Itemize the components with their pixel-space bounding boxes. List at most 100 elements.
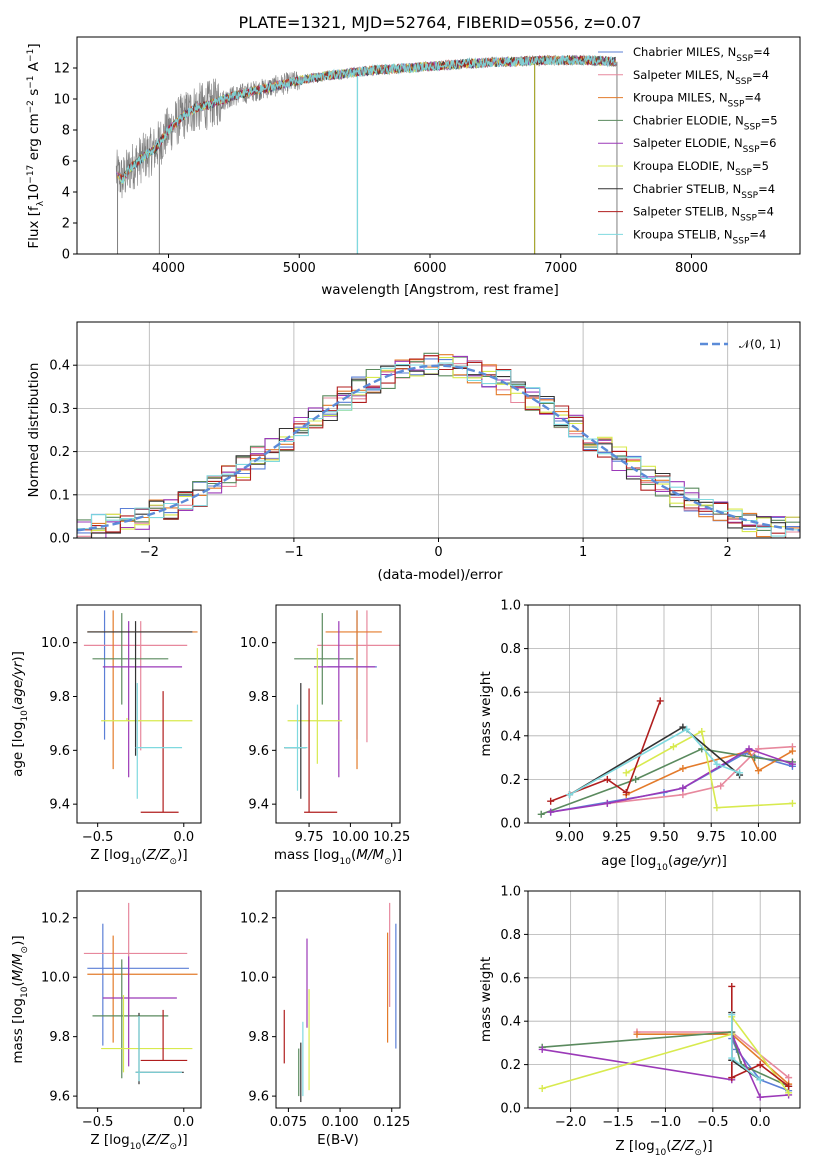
mass-vs-metallicity-plot: −0.5 0.0 9.6 9.8 10.0 10.2 Z [log10(Z/Z⊙)] mass… bbox=[10, 890, 202, 1152]
weight-age-point-marker bbox=[679, 723, 687, 731]
weight-age-point-marker bbox=[717, 782, 725, 790]
spectrum-ytick-label: 10 bbox=[53, 93, 70, 108]
spectrum-legend-label: Chabrier ELODIE, NSSP=5 bbox=[633, 113, 778, 132]
spectrum-legend-label: Chabrier STELIB, NSSP=4 bbox=[633, 182, 775, 201]
weight-z-y-axis-label: mass weight bbox=[478, 957, 494, 1042]
residual-legend-label: 𝒩(0, 1) bbox=[739, 337, 781, 351]
weight-z-xtick-label: 0.0 bbox=[750, 1115, 771, 1130]
residuals-xtick-label: 0 bbox=[434, 545, 442, 560]
weight-age-ytick-label: 0.6 bbox=[500, 686, 521, 701]
weight-vs-age-plot: 9.00 9.25 9.50 9.75 10.00 0.0 0.2 0.4 0.6 0.8 1.0 a… bbox=[478, 599, 801, 873]
spectrum-legend-label: Salpeter MILES, NSSP=4 bbox=[633, 68, 769, 87]
weight-age-point-marker bbox=[632, 775, 640, 783]
spectrum-axes-frame bbox=[76, 36, 801, 255]
residuals-xtick-label: 2 bbox=[724, 545, 732, 560]
spectrum-xtick-label: 8000 bbox=[675, 261, 708, 276]
spectrum-y-axis-label: Flux [fλ10−17 erg cm−2 s−1 A−1] bbox=[26, 43, 46, 248]
age-z-xtick-label: −0.5 bbox=[82, 830, 114, 845]
age-vs-mass-plot: 9.75 10.00 10.25 9.4 9.6 9.8 10.0 mass [log10(M… bbox=[240, 604, 410, 867]
weight-age-xtick-label: 9.75 bbox=[697, 830, 726, 845]
age-z-ytick-label: 10.0 bbox=[41, 636, 70, 651]
residuals-xtick-label: −1 bbox=[284, 545, 303, 560]
weight-age-point-marker bbox=[679, 784, 687, 792]
mass-ebv-ytick-label: 9.8 bbox=[248, 1030, 269, 1045]
weight-z-ytick-label: 1.0 bbox=[500, 885, 521, 900]
weight-z-point-marker bbox=[538, 1045, 546, 1053]
spectrum-legend-label: Salpeter STELIB, NSSP=4 bbox=[633, 205, 774, 224]
mass-ebv-x-axis-label: E(B-V) bbox=[317, 1132, 359, 1148]
weight-z-series-line bbox=[731, 1038, 789, 1092]
weight-z-point-marker bbox=[756, 1076, 764, 1084]
age-mass-x-axis-label: mass [log10(M/M⊙)] bbox=[274, 847, 402, 867]
residuals-axes-frame bbox=[76, 321, 801, 539]
spectrum-xtick-label: 4000 bbox=[152, 261, 185, 276]
weight-age-point-marker bbox=[713, 760, 721, 768]
weight-age-xtick-label: 9.50 bbox=[650, 830, 679, 845]
weight-age-point-marker bbox=[788, 747, 796, 755]
figure-title: PLATE=1321, MJD=52764, FIBERID=0556, z=0… bbox=[238, 13, 641, 32]
spectrum-ytick-label: 0 bbox=[62, 248, 70, 263]
spectrum-ytick-label: 4 bbox=[62, 186, 70, 201]
weight-age-point-marker bbox=[566, 791, 574, 799]
weight-z-point-marker bbox=[728, 1074, 736, 1082]
spectrum-ytick-label: 8 bbox=[62, 124, 70, 139]
weight-age-x-axis-label: age [log10(age/yr)] bbox=[601, 853, 727, 873]
mass-z-ytick-label: 9.6 bbox=[49, 1090, 70, 1105]
weight-age-point-marker bbox=[751, 754, 759, 762]
spectrum-xtick-label: 7000 bbox=[544, 261, 577, 276]
age-mass-xtick-label: 10.25 bbox=[373, 830, 410, 845]
residual-histogram: −2 −1 0 1 2 0.0 0.1 0.2 0.3 0.4 𝒩(0, 1) (data-model… bbox=[26, 321, 801, 583]
spectrum-legend-label: Salpeter ELODIE, NSSP=6 bbox=[633, 136, 776, 155]
weight-z-x-axis-label: Z [log10(Z/Z⊙)] bbox=[615, 1138, 712, 1158]
age-mass-axes-frame bbox=[275, 604, 401, 824]
weight-age-point-marker bbox=[683, 725, 691, 733]
spectrum-ytick-label: 12 bbox=[53, 62, 70, 77]
age-z-ytick-label: 9.8 bbox=[49, 690, 70, 705]
spectrum-legend-label: Kroupa MILES, NSSP=4 bbox=[633, 91, 761, 110]
residuals-ytick-label: 0.0 bbox=[49, 532, 70, 547]
weight-age-point-marker bbox=[754, 745, 762, 753]
weight-z-point-marker bbox=[785, 1074, 793, 1082]
age-z-x-axis-label: Z [log10(Z/Z⊙)] bbox=[90, 847, 187, 867]
spectrum-legend-label: Kroupa ELODIE, NSSP=5 bbox=[633, 159, 769, 178]
mass-ebv-ytick-label: 10.2 bbox=[240, 911, 269, 926]
residuals-ytick-label: 0.2 bbox=[49, 445, 70, 460]
residuals-ytick-label: 0.1 bbox=[49, 488, 70, 503]
spectrum-legend-label: Kroupa STELIB, NSSP=4 bbox=[633, 227, 766, 246]
weight-age-point-marker bbox=[656, 697, 664, 705]
weight-z-ytick-label: 0.8 bbox=[500, 928, 521, 943]
weight-age-point-marker bbox=[622, 769, 630, 777]
weight-z-ytick-label: 0.2 bbox=[500, 1058, 521, 1073]
age-z-axes-frame bbox=[76, 604, 202, 824]
weight-z-ytick-label: 0.0 bbox=[500, 1102, 521, 1117]
weight-age-point-marker bbox=[698, 727, 706, 735]
age-z-ytick-label: 9.6 bbox=[49, 744, 70, 759]
weight-age-point-marker bbox=[537, 810, 545, 818]
mass-z-xtick-label: −0.5 bbox=[82, 1115, 114, 1130]
age-z-xtick-label: 0.0 bbox=[173, 830, 194, 845]
spectrum-observed-line bbox=[115, 54, 617, 199]
mass-ebv-axes-frame bbox=[275, 890, 401, 1109]
mass-z-x-axis-label: Z [log10(Z/Z⊙)] bbox=[90, 1132, 187, 1152]
weight-z-point-marker bbox=[728, 1054, 736, 1062]
weight-z-point-marker bbox=[633, 1030, 641, 1038]
residuals-ytick-label: 0.4 bbox=[49, 359, 70, 374]
spectrum-xtick-label: 6000 bbox=[413, 261, 446, 276]
weight-age-point-marker bbox=[603, 775, 611, 783]
weight-age-point-marker bbox=[736, 769, 744, 777]
weight-age-point-marker bbox=[669, 743, 677, 751]
weight-age-y-axis-label: mass weight bbox=[478, 671, 494, 756]
residuals-ytick-label: 0.3 bbox=[49, 402, 70, 417]
weight-age-point-marker bbox=[788, 760, 796, 768]
weight-z-point-marker bbox=[728, 1011, 736, 1019]
residuals-xtick-label: −2 bbox=[140, 545, 159, 560]
weight-z-xtick-label: −1.5 bbox=[602, 1115, 634, 1130]
weight-age-point-marker bbox=[754, 767, 762, 775]
weight-age-point-marker bbox=[622, 788, 630, 796]
weight-z-axes-frame bbox=[527, 890, 801, 1109]
residuals-x-axis-label: (data-model)/error bbox=[377, 567, 503, 583]
mass-z-ytick-label: 10.2 bbox=[41, 911, 70, 926]
mass-ebv-ytick-label: 10.0 bbox=[240, 971, 269, 986]
spectrum-xtick-label: 5000 bbox=[283, 261, 316, 276]
weight-age-series-line bbox=[625, 730, 793, 809]
